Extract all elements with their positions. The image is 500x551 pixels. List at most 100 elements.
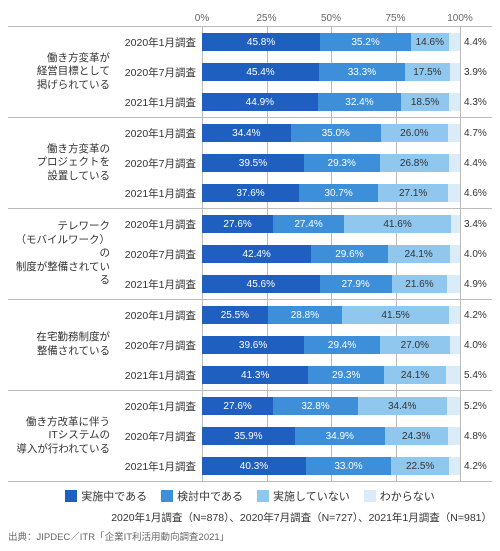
survey-date-label: 2021年1月調査: [114, 277, 202, 292]
survey-date-label: 2021年1月調査: [114, 459, 202, 474]
bar-outside-label: 4.7%: [460, 128, 492, 139]
bar-outside-label: 3.4%: [460, 219, 492, 230]
bar-segment: 34.4%: [202, 124, 291, 142]
survey-date-label: 2021年1月調査: [114, 186, 202, 201]
stacked-bar: 37.6%30.7%27.1%: [202, 184, 460, 202]
bar-segment: 45.8%: [202, 33, 320, 51]
chart-body: 働き方変革が経営目標として掲げられている2020年1月調査45.8%35.2%1…: [8, 26, 492, 482]
category-label: 働き方変革が経営目標として掲げられている: [8, 27, 114, 117]
bar-segment: [447, 397, 460, 415]
bar-segment: [449, 154, 460, 172]
legend-label: わからない: [380, 488, 435, 504]
survey-row: 2020年1月調査34.4%35.0%26.0%4.7%: [114, 118, 492, 148]
x-axis: 0%25%50%75%100%: [8, 8, 492, 26]
bar-segment: 22.5%: [391, 457, 449, 475]
bar-segment: 24.1%: [384, 366, 446, 384]
bar-outside-label: 5.2%: [460, 401, 492, 412]
bar-segment: [448, 184, 460, 202]
stacked-bar: 40.3%33.0%22.5%: [202, 457, 460, 475]
bar-segment: 27.6%: [202, 397, 273, 415]
bar-outside-label: 4.0%: [460, 249, 492, 260]
category-label: 働き方変革のプロジェクトを設置している: [8, 118, 114, 208]
stacked-bar: 41.3%29.3%24.1%: [202, 366, 460, 384]
bar-outside-label: 4.0%: [460, 340, 492, 351]
stacked-bar: 25.5%28.8%41.5%: [202, 306, 460, 324]
survey-row: 2020年7月調査39.6%29.4%27.0%4.0%: [114, 330, 492, 360]
survey-row: 2021年1月調査41.3%29.3%24.1%5.4%: [114, 360, 492, 390]
survey-date-label: 2021年1月調査: [114, 95, 202, 110]
legend-label: 実施していない: [273, 488, 350, 504]
survey-row: 2020年1月調査45.8%35.2%14.6%4.4%: [114, 27, 492, 57]
bar-segment: 40.3%: [202, 457, 306, 475]
bar-segment: 29.3%: [304, 154, 380, 172]
legend-item: 実施中である: [65, 488, 147, 504]
bar-segment: 21.6%: [392, 275, 448, 293]
bar-segment: 24.1%: [388, 245, 450, 263]
bar-segment: [446, 366, 460, 384]
stacked-bar: 45.6%27.9%21.6%: [202, 275, 460, 293]
bar-segment: 27.4%: [273, 215, 344, 233]
bar-segment: 25.5%: [202, 306, 268, 324]
legend-item: わからない: [364, 488, 435, 504]
bar-segment: 18.5%: [401, 93, 449, 111]
bar-segment: 30.7%: [299, 184, 378, 202]
bar-segment: 32.8%: [273, 397, 358, 415]
bar-segment: [449, 306, 460, 324]
bar-segment: 27.1%: [378, 184, 448, 202]
survey-row: 2020年7月調査42.4%29.6%24.1%4.0%: [114, 239, 492, 269]
stacked-bar: 35.9%34.9%24.3%: [202, 427, 460, 445]
category-group: 働き方変革が経営目標として掲げられている2020年1月調査45.8%35.2%1…: [8, 27, 492, 118]
legend-swatch: [65, 490, 77, 502]
survey-row: 2021年1月調査44.9%32.4%18.5%4.3%: [114, 87, 492, 117]
bar-segment: 37.6%: [202, 184, 299, 202]
axis-tick: 75%: [385, 13, 405, 24]
bar-outside-label: 5.4%: [460, 370, 492, 381]
axis-tick: 100%: [447, 13, 473, 24]
bar-outside-label: 4.6%: [460, 188, 492, 199]
survey-date-label: 2020年7月調査: [114, 338, 202, 353]
category-label: 働き方改革に伴うITシステムの導入が行われている: [8, 391, 114, 481]
legend-item: 実施していない: [257, 488, 350, 504]
survey-row: 2020年7月調査39.5%29.3%26.8%4.4%: [114, 148, 492, 178]
bar-segment: 29.6%: [311, 245, 387, 263]
bar-segment: 45.6%: [202, 275, 320, 293]
legend-label: 実施中である: [81, 488, 147, 504]
axis-tick: 25%: [256, 13, 276, 24]
stacked-bar: 45.4%33.3%17.5%: [202, 63, 460, 81]
bar-segment: 33.3%: [319, 63, 405, 81]
stacked-bar: 39.6%29.4%27.0%: [202, 336, 460, 354]
bar-segment: [447, 275, 460, 293]
bar-segment: 24.3%: [385, 427, 448, 445]
sample-sizes: 2020年1月調査（N=878）、2020年7月調査（N=727）、2021年1…: [8, 510, 492, 525]
bar-segment: 42.4%: [202, 245, 311, 263]
survey-date-label: 2020年7月調査: [114, 156, 202, 171]
category-label: テレワーク（モバイルワーク）の制度が整備されている: [8, 209, 114, 299]
stacked-bar: 45.8%35.2%14.6%: [202, 33, 460, 51]
survey-date-label: 2020年1月調査: [114, 217, 202, 232]
survey-row: 2021年1月調査37.6%30.7%27.1%4.6%: [114, 178, 492, 208]
bar-outside-label: 4.9%: [460, 279, 492, 290]
bar-segment: 14.6%: [411, 33, 449, 51]
legend: 実施中である検討中である実施していないわからない: [8, 488, 492, 504]
survey-date-label: 2020年1月調査: [114, 126, 202, 141]
bar-segment: 41.3%: [202, 366, 308, 384]
stacked-bar: 34.4%35.0%26.0%: [202, 124, 460, 142]
stacked-bar: 39.5%29.3%26.8%: [202, 154, 460, 172]
legend-swatch: [257, 490, 269, 502]
bar-segment: 35.2%: [320, 33, 411, 51]
bar-segment: [448, 124, 460, 142]
bar-segment: 29.3%: [308, 366, 384, 384]
axis-tick: 0%: [195, 13, 209, 24]
bar-segment: 45.4%: [202, 63, 319, 81]
bar-outside-label: 4.8%: [460, 431, 492, 442]
bar-segment: 41.5%: [342, 306, 449, 324]
category-group: 働き方変革のプロジェクトを設置している2020年1月調査34.4%35.0%26…: [8, 118, 492, 209]
survey-row: 2021年1月調査45.6%27.9%21.6%4.9%: [114, 269, 492, 299]
bar-outside-label: 4.4%: [460, 37, 492, 48]
survey-row: 2020年1月調査25.5%28.8%41.5%4.2%: [114, 300, 492, 330]
bar-outside-label: 4.2%: [460, 461, 492, 472]
bar-segment: 17.5%: [405, 63, 450, 81]
bar-segment: 35.0%: [291, 124, 381, 142]
bar-segment: 44.9%: [202, 93, 318, 111]
bar-segment: 26.0%: [381, 124, 448, 142]
